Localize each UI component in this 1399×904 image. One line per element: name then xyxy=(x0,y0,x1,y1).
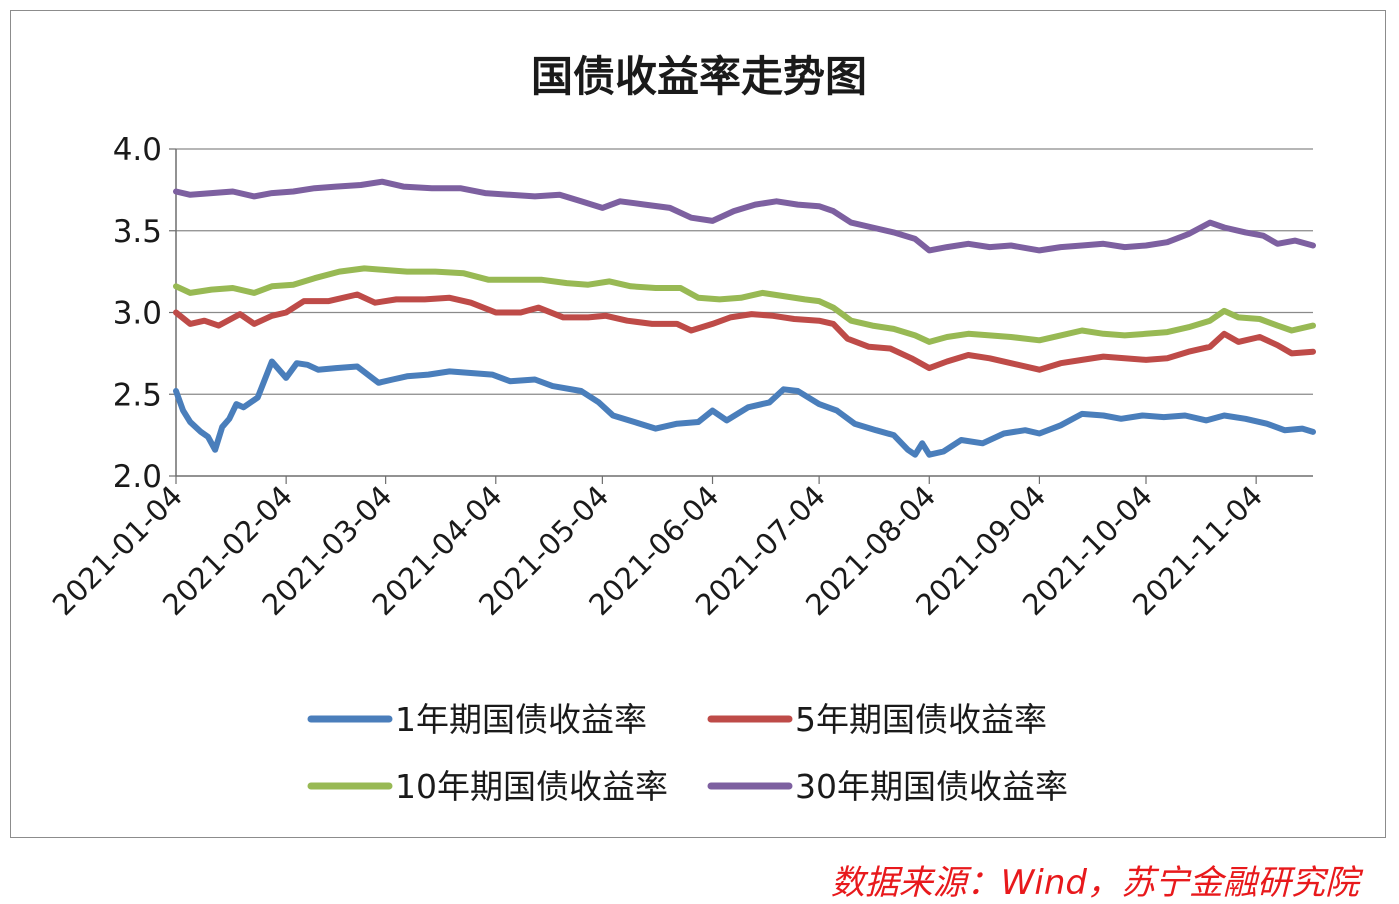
legend: 1年期国债收益率 5年期国债收益率 10年期国债收益率 30年期国债收益率 xyxy=(307,700,1068,806)
legend-label-10y: 10年期国债收益率 xyxy=(395,767,668,806)
legend-label-30y: 30年期国债收益率 xyxy=(795,767,1068,806)
series-line-1y xyxy=(173,358,1316,458)
gridlines xyxy=(176,148,1313,395)
series-line-5y xyxy=(173,291,1316,373)
series-lines xyxy=(173,178,1316,458)
series-line-30y xyxy=(173,178,1316,254)
legend-label-5y: 5年期国债收益率 xyxy=(795,700,1047,739)
y-tick-label-4.0: 4.0 xyxy=(113,132,162,168)
chart-frame: 国债收益率走势图 2.0 2.5 3.0 3.5 4.0 2021-01-04 2021-0… xyxy=(10,10,1386,838)
source-note: 数据来源：Wind，苏宁金融研究院 xyxy=(830,863,1359,903)
yield-chart: 国债收益率走势图 2.02.53.03.54.02021-01-042021-0… xyxy=(46,52,1316,806)
y-tick-label-3.5: 3.5 xyxy=(113,214,162,250)
axes: 2.02.53.03.54.02021-01-042021-02-042021-… xyxy=(46,132,1313,622)
y-tick-label-3.0: 3.0 xyxy=(113,296,162,332)
series-line-10y xyxy=(173,265,1316,345)
chart-title: 国债收益率走势图 xyxy=(531,52,867,101)
y-tick-label-2.0: 2.0 xyxy=(113,459,162,495)
legend-label-1y: 1年期国债收益率 xyxy=(395,700,647,739)
y-tick-label-2.5: 2.5 xyxy=(113,377,162,413)
